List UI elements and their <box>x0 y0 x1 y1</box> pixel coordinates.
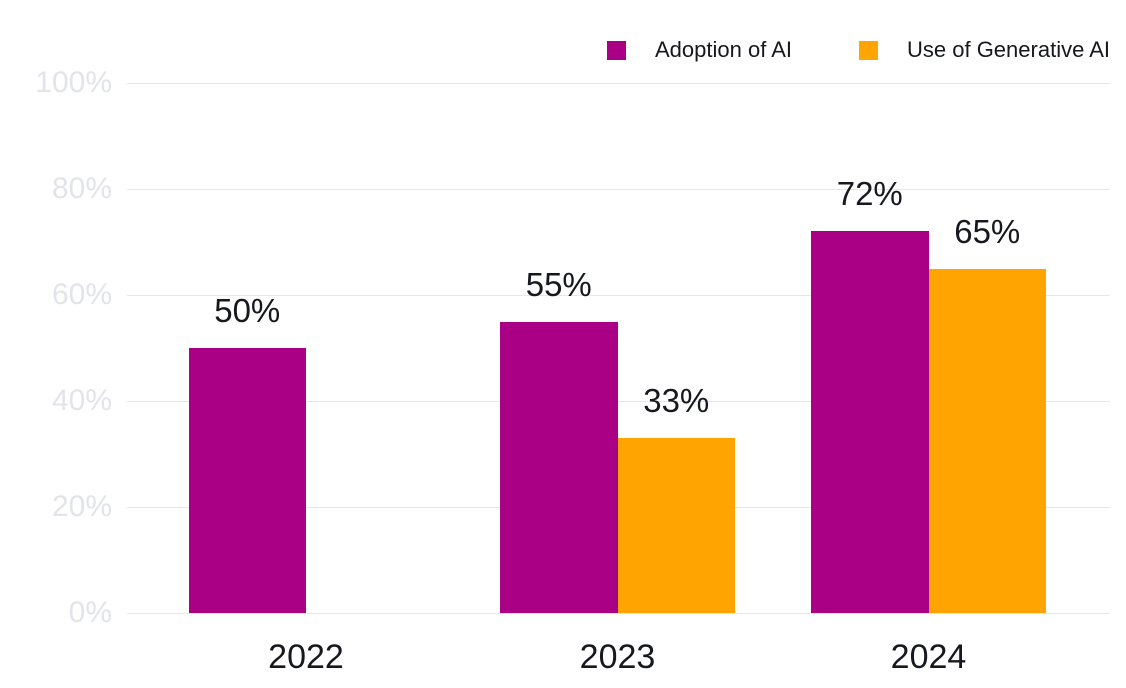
bar-value-label-2024-adoption-of-ai: 72% <box>836 175 903 213</box>
x-tick-label-2022: 2022 <box>268 638 344 676</box>
bar-2024-adoption-of-ai[interactable] <box>811 231 929 613</box>
bar-value-label-2023-use-of-generative-ai: 33% <box>643 382 710 420</box>
y-tick-label-60pct: 60% <box>51 278 112 311</box>
legend-item-use-of-generative-ai[interactable]: Use of Generative AI <box>859 37 1110 63</box>
legend-item-adoption-of-ai[interactable]: Adoption of AI <box>607 37 792 63</box>
y-tick-label-100pct: 100% <box>35 66 112 99</box>
x-tick-label-2023: 2023 <box>579 638 656 676</box>
bar-2022-adoption-of-ai[interactable] <box>188 348 306 613</box>
bar-value-label-2023-adoption-of-ai: 55% <box>525 265 592 303</box>
y-tick-label-40pct: 40% <box>51 384 112 417</box>
legend-swatch-use-of-generative-ai <box>859 40 878 60</box>
bar-value-label-2022-adoption-of-ai: 50% <box>214 292 281 329</box>
bar-2023-use-of-generative-ai[interactable] <box>617 438 735 613</box>
x-tick-label-2024: 2024 <box>890 638 967 676</box>
bar-2023-adoption-of-ai[interactable] <box>500 321 618 613</box>
gridline-80pct <box>127 189 1110 190</box>
bar-value-label-2024-use-of-generative-ai: 65% <box>954 212 1021 250</box>
legend-label-adoption-of-ai: Adoption of AI <box>655 37 792 62</box>
bar-2024-use-of-generative-ai[interactable] <box>928 268 1046 613</box>
legend-swatch-adoption-of-ai <box>607 40 626 60</box>
legend: Adoption of AI Use of Generative AI <box>607 37 1110 63</box>
legend-label-use-of-generative-ai: Use of Generative AI <box>907 37 1110 62</box>
y-tick-label-0pct: 0% <box>68 596 112 629</box>
gridline-100pct <box>127 83 1110 84</box>
gridline-60pct <box>127 295 1110 296</box>
y-tick-label-20pct: 20% <box>51 490 112 523</box>
gridline-0pct <box>127 613 1110 614</box>
gridline-40pct <box>127 401 1110 402</box>
y-tick-label-80pct: 80% <box>51 172 112 205</box>
